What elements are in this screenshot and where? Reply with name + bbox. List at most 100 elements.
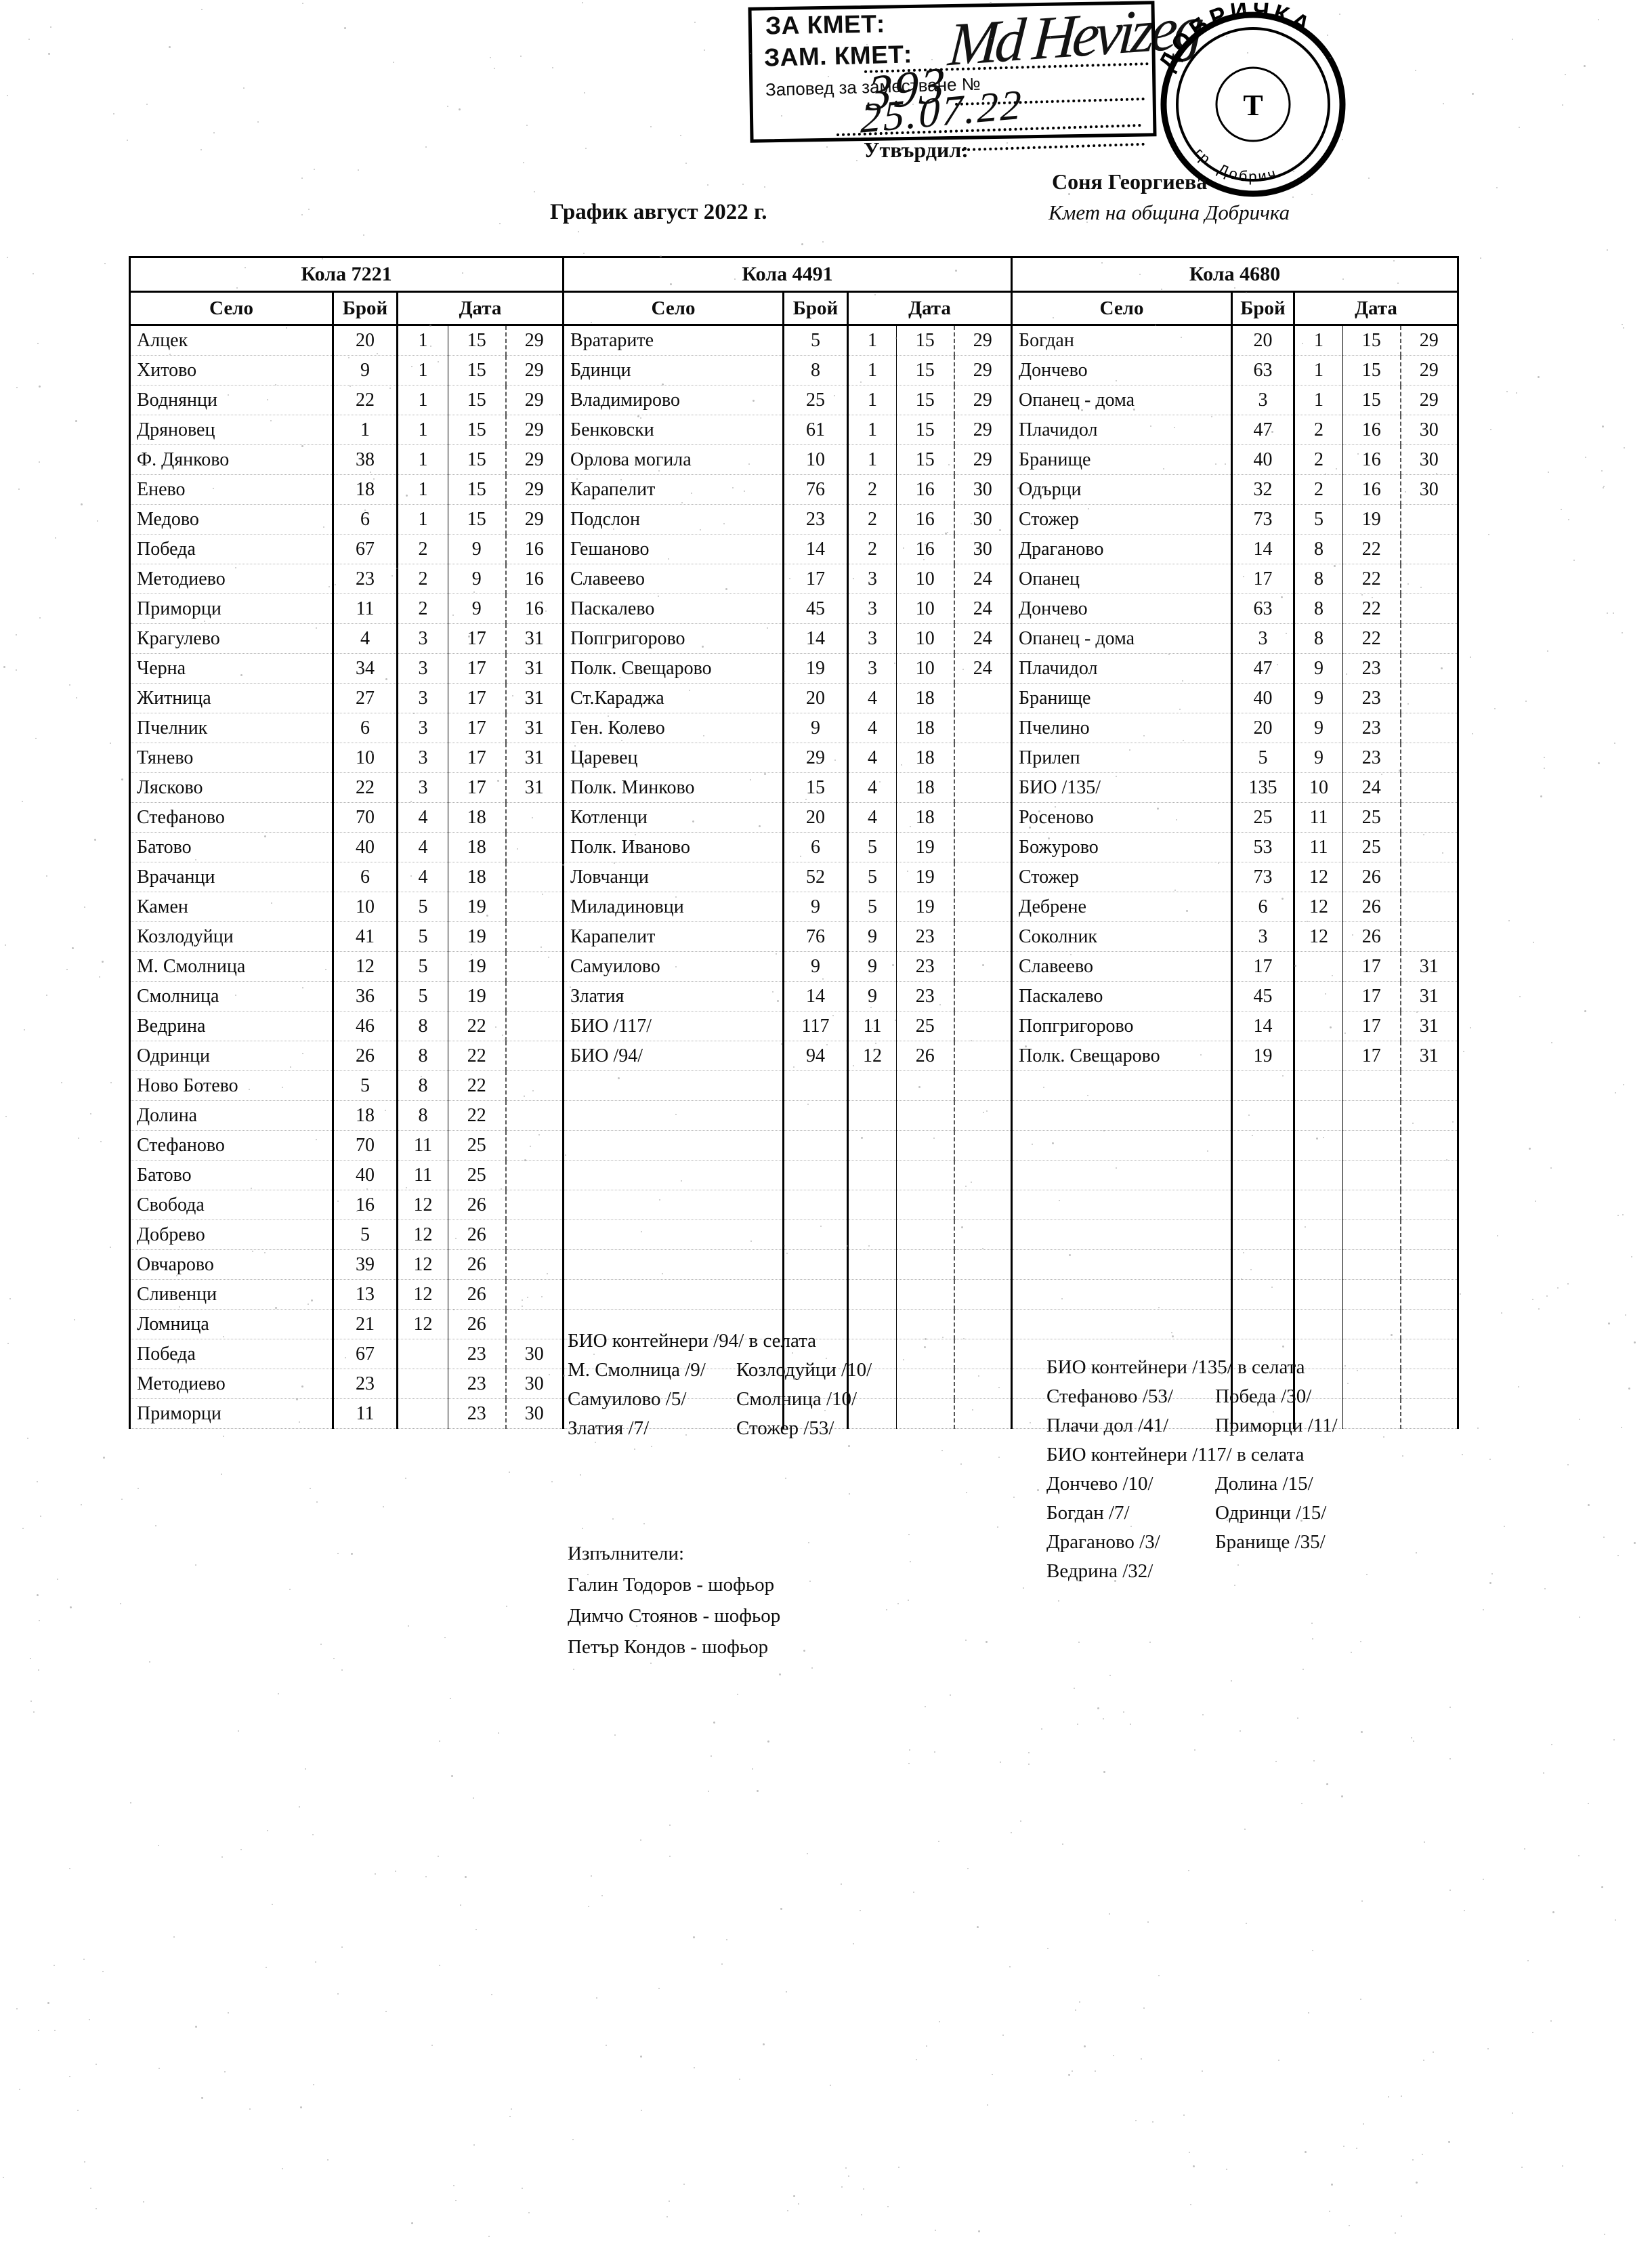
scan-speckle — [468, 635, 471, 638]
scan-speckle — [1087, 1095, 1089, 1097]
scan-speckle — [1304, 2151, 1307, 2154]
scan-speckle — [641, 1230, 643, 1232]
scan-speckle — [242, 87, 245, 89]
scan-speckle — [1289, 1390, 1291, 1392]
cell-date3-4680: 29 — [1399, 385, 1459, 415]
scan-speckle — [1361, 1731, 1363, 1734]
cell-date1-4680: 2 — [1293, 444, 1343, 475]
cell-date1-4491: 2 — [847, 534, 897, 564]
scan-speckle — [222, 1436, 224, 1438]
table-row: Батово 40 4 18 Полк. Иваново 6 5 19 Божурово 53 11… — [129, 832, 1459, 862]
table-row: Одринци 26 8 22 БИО /94/94 12 26 Полк. Свещаров… — [129, 1041, 1459, 1071]
cell-village-4680: Паскалево — [1011, 981, 1232, 1012]
table-row: Хитово 9 1 15 29 Бдинци 8 1 15 29 Дончево 63 1 15 29 — [129, 355, 1459, 385]
cell-count-4491: 5 — [782, 325, 848, 356]
scan-speckle — [410, 875, 412, 877]
cell-date1-4491 — [847, 1398, 897, 1429]
scan-speckle — [750, 1240, 752, 1243]
scan-speckle — [1294, 965, 1296, 967]
cell-date3-7221 — [505, 1309, 564, 1339]
cell-count-4491: 9 — [782, 892, 848, 922]
cell-date3-4491 — [953, 683, 1012, 713]
scan-speckle — [1058, 1199, 1060, 1201]
scan-speckle — [358, 169, 360, 171]
cell-village-4491 — [562, 1219, 784, 1250]
scan-speckle — [478, 1409, 480, 1411]
scan-speckle — [680, 134, 682, 136]
scan-speckle — [1175, 818, 1177, 820]
cell-date2-4680: 23 — [1342, 713, 1401, 743]
cell-date1-4491: 2 — [847, 474, 897, 505]
scan-speckle — [325, 969, 327, 971]
cell-date2-7221: 23 — [448, 1339, 506, 1369]
executor-item: Галин Тодоров - шофьор — [568, 1574, 775, 1596]
cell-village-4680 — [1011, 1398, 1232, 1429]
cell-village-7221: Крагулево — [129, 623, 333, 654]
scan-speckle — [1617, 1214, 1619, 1216]
cell-date2-4680: 16 — [1342, 474, 1401, 505]
cell-date2-4491: 25 — [896, 1011, 954, 1041]
cell-date1-4680 — [1293, 981, 1343, 1012]
cell-village-4491: Славеево — [562, 564, 784, 594]
scan-speckle — [721, 1963, 723, 1965]
scan-speckle — [1496, 187, 1498, 189]
scan-speckle — [19, 2089, 21, 2091]
cell-date2-4491 — [896, 1339, 954, 1369]
scan-speckle — [321, 257, 323, 259]
scan-speckle — [45, 875, 47, 877]
scan-speckle — [1275, 1760, 1277, 1762]
scan-speckle — [1414, 69, 1416, 71]
cell-date3-4491 — [953, 921, 1012, 952]
cell-date2-4680: 16 — [1342, 415, 1401, 445]
scan-speckle — [446, 105, 448, 107]
scan-speckle — [509, 2116, 511, 2118]
scan-speckle — [713, 1722, 716, 1724]
cell-date1-7221: 4 — [396, 802, 448, 833]
scan-speckle — [266, 1830, 268, 1832]
scan-speckle — [493, 67, 495, 69]
cell-date1-4680 — [1293, 1041, 1343, 1071]
cell-count-4680 — [1231, 1339, 1294, 1369]
scan-speckle — [675, 965, 677, 967]
notes-row: Богдан /7/Одринци /15/ — [1046, 1499, 1326, 1528]
cell-date3-4680 — [1399, 1339, 1459, 1369]
scan-speckle — [37, 1594, 39, 1597]
scan-speckle — [658, 1988, 660, 1990]
scan-speckle — [1194, 1749, 1196, 1751]
cell-count-7221: 67 — [332, 1339, 398, 1369]
cell-count-4491: 10 — [782, 444, 848, 475]
scan-speckle — [1370, 783, 1372, 785]
cell-date1-7221: 5 — [396, 921, 448, 952]
scan-speckle — [173, 1936, 175, 1938]
cell-village-4680 — [1011, 1339, 1232, 1369]
scan-speckle — [846, 1050, 847, 1052]
cell-date1-4680 — [1293, 1130, 1343, 1161]
cell-date3-4680 — [1399, 1279, 1459, 1310]
table-row: Тянево 10 3 17 31 Царевец 29 4 18 Прилеп 5 9 23 — [129, 743, 1459, 773]
cell-count-4491: 6 — [782, 832, 848, 862]
scan-speckle — [1344, 1033, 1347, 1035]
cell-date1-7221: 1 — [396, 325, 448, 356]
scan-speckle — [573, 1669, 575, 1671]
scan-speckle — [1351, 934, 1353, 936]
cell-date1-4491 — [847, 1309, 897, 1339]
cell-date2-7221: 26 — [448, 1249, 506, 1280]
scan-speckle — [289, 1589, 291, 1591]
scan-speckle — [430, 346, 432, 348]
scan-speckle — [308, 208, 310, 210]
cell-village-4680: Драганово — [1011, 534, 1232, 564]
scan-speckle — [580, 1474, 582, 1476]
scan-speckle — [1567, 519, 1569, 521]
scan-speckle — [683, 2183, 685, 2185]
scan-speckle — [1423, 1841, 1425, 1843]
cell-count-4491 — [782, 1309, 848, 1339]
scan-speckle — [1143, 735, 1145, 737]
cell-date1-4491: 4 — [847, 772, 897, 803]
notes-left-item: М. Смолница /9/ — [568, 1359, 706, 1381]
scan-speckle — [859, 1909, 861, 1911]
scan-speckle — [1445, 1159, 1447, 1161]
scan-speckle — [1115, 1167, 1117, 1169]
scan-speckle — [83, 1958, 85, 1960]
scan-speckle — [16, 2008, 18, 2010]
cell-date3-4491: 24 — [953, 564, 1012, 594]
